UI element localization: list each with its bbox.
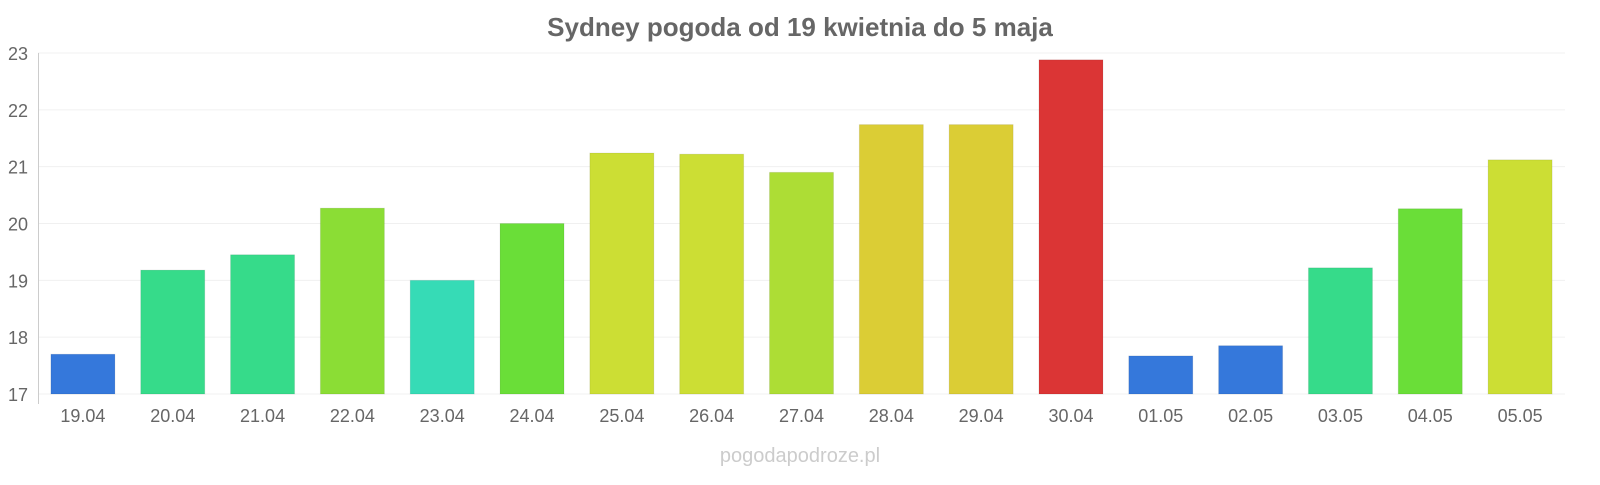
x-tick-label: 29.04 bbox=[959, 406, 1004, 426]
y-tick-label: 22 bbox=[8, 101, 28, 121]
bar-28.04 bbox=[858, 124, 924, 395]
bar-20.04 bbox=[140, 269, 206, 395]
x-tick-label: 23.04 bbox=[420, 406, 465, 426]
bar-26.04 bbox=[679, 153, 745, 395]
x-tick-label: 05.05 bbox=[1498, 406, 1543, 426]
y-tick-label: 20 bbox=[8, 215, 28, 235]
bar-04.05 bbox=[1397, 208, 1463, 395]
x-tick-label: 28.04 bbox=[869, 406, 914, 426]
y-tick-label: 23 bbox=[8, 44, 28, 64]
x-tick-label: 24.04 bbox=[510, 406, 555, 426]
bar-29.04 bbox=[948, 124, 1014, 395]
y-tick-label: 18 bbox=[8, 328, 28, 348]
y-tick-label: 21 bbox=[8, 158, 28, 178]
bar-05.05 bbox=[1487, 159, 1553, 395]
x-tick-label: 25.04 bbox=[599, 406, 644, 426]
bar-30.04 bbox=[1038, 59, 1104, 395]
x-tick-label: 20.04 bbox=[150, 406, 195, 426]
bar-22.04 bbox=[319, 207, 385, 395]
x-tick-label: 01.05 bbox=[1138, 406, 1183, 426]
bar-02.05 bbox=[1218, 345, 1284, 395]
bar-24.04 bbox=[499, 223, 565, 395]
x-tick-label: 21.04 bbox=[240, 406, 285, 426]
x-tick-label: 02.05 bbox=[1228, 406, 1273, 426]
bar-21.04 bbox=[230, 254, 296, 395]
x-tick-label: 27.04 bbox=[779, 406, 824, 426]
bar-03.05 bbox=[1307, 267, 1373, 395]
bar-25.04 bbox=[589, 152, 655, 395]
x-tick-label: 22.04 bbox=[330, 406, 375, 426]
x-tick-label: 30.04 bbox=[1048, 406, 1093, 426]
bar-23.04 bbox=[409, 279, 475, 395]
x-tick-label: 03.05 bbox=[1318, 406, 1363, 426]
watermark: pogodapodroze.pl bbox=[720, 445, 880, 467]
bar-01.05 bbox=[1128, 355, 1194, 395]
bar-19.04 bbox=[50, 353, 116, 395]
x-tick-label: 04.05 bbox=[1408, 406, 1453, 426]
bar-27.04 bbox=[769, 171, 834, 395]
x-tick-label: 26.04 bbox=[689, 406, 734, 426]
x-tick-label: 19.04 bbox=[60, 406, 105, 426]
y-tick-label: 19 bbox=[8, 271, 28, 291]
chart-title: Sydney pogoda od 19 kwietnia do 5 maja bbox=[547, 12, 1053, 42]
y-tick-label: 17 bbox=[8, 385, 28, 405]
